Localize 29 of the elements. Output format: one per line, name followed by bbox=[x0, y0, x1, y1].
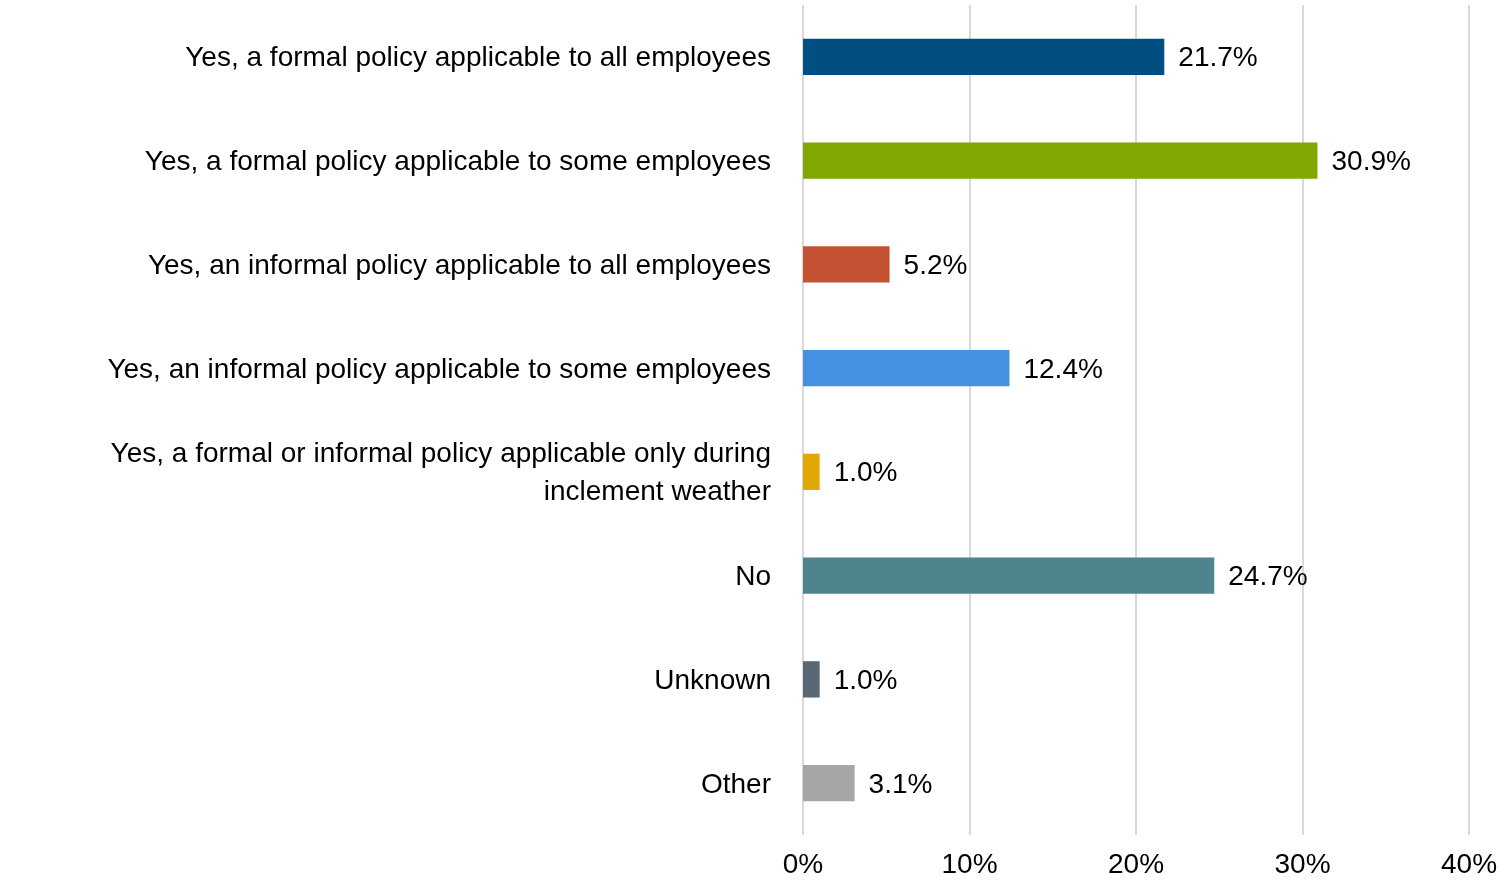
y-tick-label: Yes, an informal policy applicable to all employees bbox=[147, 248, 771, 280]
bar bbox=[803, 764, 855, 802]
y-tick-label: Yes, an informal policy applicable to some employees bbox=[107, 352, 771, 384]
data-label: 1.0% bbox=[833, 663, 898, 695]
y-tick-label: No bbox=[735, 560, 771, 592]
y-tick-label: Yes, a formal or informal policy applicable only during inclement weather bbox=[110, 437, 771, 507]
data-label: 24.7% bbox=[1228, 560, 1308, 592]
bar bbox=[803, 453, 820, 491]
data-label: 3.1% bbox=[868, 767, 933, 799]
y-tick-label: Yes, a formal policy applicable to some employees bbox=[144, 145, 771, 177]
data-label: 21.7% bbox=[1178, 41, 1258, 73]
x-tick-label: 0% bbox=[782, 847, 824, 879]
x-tick-label: 30% bbox=[1274, 847, 1331, 879]
bar bbox=[803, 38, 1165, 76]
data-label: 30.9% bbox=[1331, 145, 1411, 177]
y-tick-label: Unknown bbox=[654, 663, 771, 695]
bar bbox=[803, 349, 1010, 387]
bar bbox=[803, 142, 1318, 179]
x-tick-label: 40% bbox=[1440, 847, 1498, 879]
data-label: 12.4% bbox=[1023, 352, 1103, 384]
bar bbox=[803, 557, 1215, 594]
y-tick-label: Yes, a formal policy applicable to all employees bbox=[185, 41, 771, 73]
x-tick-label: 20% bbox=[1107, 847, 1165, 879]
data-label: 1.0% bbox=[833, 456, 898, 488]
y-tick-label: Other bbox=[700, 767, 771, 799]
bar bbox=[803, 246, 890, 283]
bar bbox=[803, 661, 820, 698]
data-label: 5.2% bbox=[903, 248, 968, 280]
x-tick-label: 10% bbox=[941, 847, 998, 879]
